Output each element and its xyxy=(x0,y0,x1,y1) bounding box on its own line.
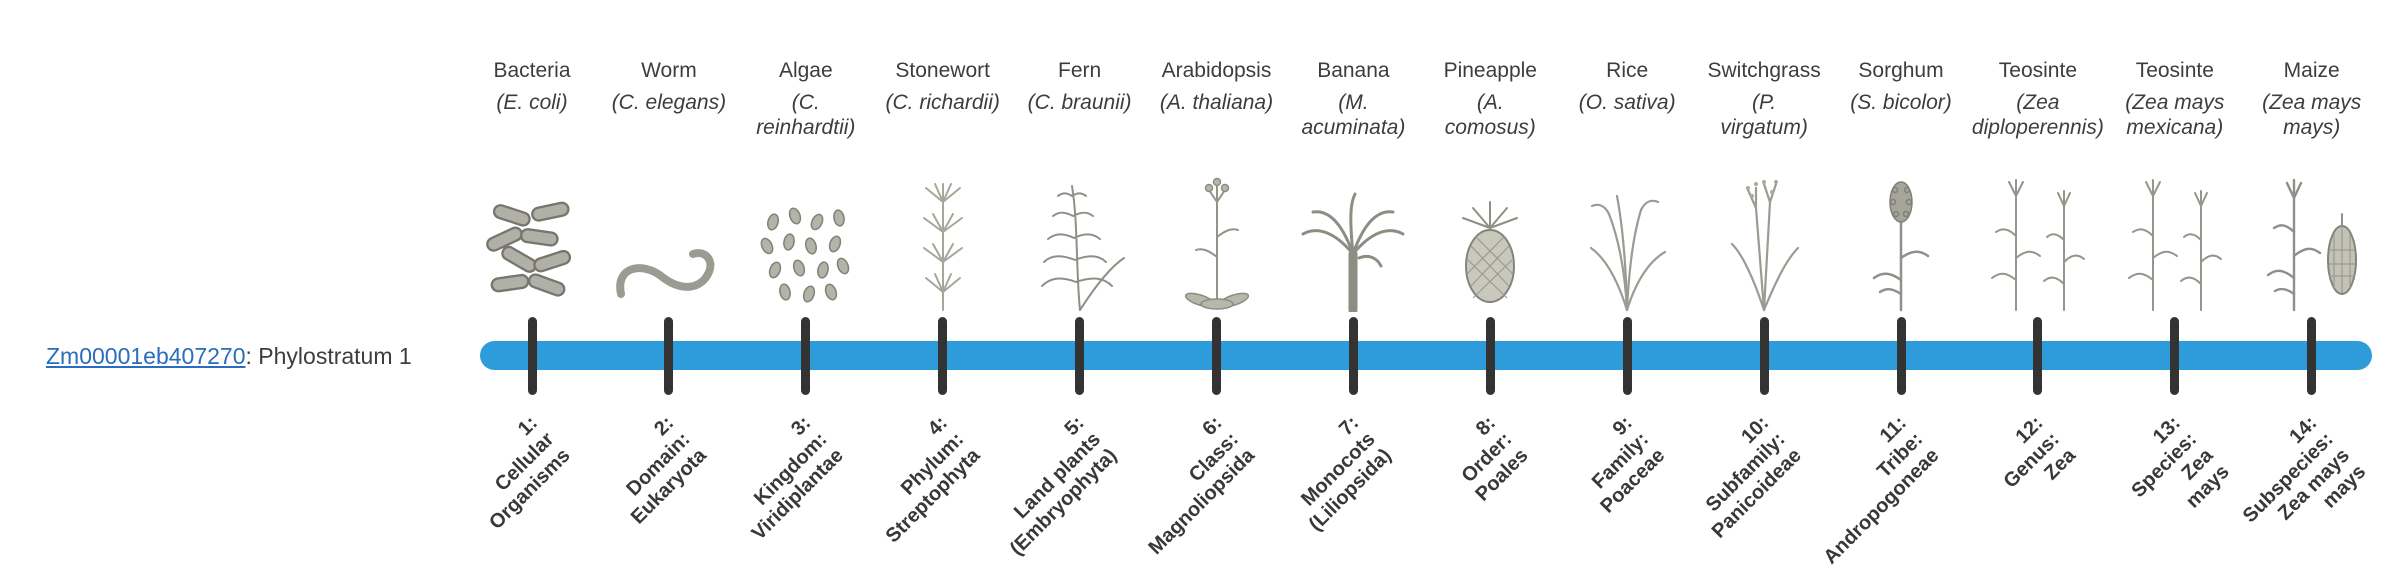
stratum-label: 3: Kingdom: Viridiplantae xyxy=(747,412,848,545)
stratum-label: 4: Phylum: Streptophyta xyxy=(881,412,985,548)
organism-name: Teosinte xyxy=(1998,59,2077,82)
organism-scientific-name: (M. acuminata) xyxy=(1301,91,1406,139)
timeline-tick xyxy=(1485,317,1495,395)
banana-icon xyxy=(1273,148,1433,312)
organism-scientific-name: (C. richardii) xyxy=(885,91,1000,114)
organism-name: Stonewort xyxy=(895,59,990,82)
stratum-label: 2: Domain: Eukaryota xyxy=(622,412,711,529)
stratum-label: 7: Monocots (Liliopsida) xyxy=(1296,412,1396,536)
sorghum-icon xyxy=(1821,148,1981,312)
organism-name: Sorghum xyxy=(1858,59,1944,82)
phylostratum-text: : Phylostratum 1 xyxy=(245,343,412,369)
timeline-tick xyxy=(1896,317,1906,395)
organism-name: Maize xyxy=(2283,59,2340,82)
organism-scientific-name: (C. braunii) xyxy=(1027,91,1132,114)
stratum-label: 5: Land plants (Embryophyta) xyxy=(1006,412,1122,560)
organism-name: Rice xyxy=(1606,59,1649,82)
organism-name: Switchgrass xyxy=(1707,59,1821,82)
switchgrass-icon xyxy=(1684,148,1844,312)
timeline-tick xyxy=(1622,317,1632,395)
stratum-label: 12: Genus: Zea xyxy=(1999,412,2080,493)
organism-name: Teosinte xyxy=(2135,59,2214,82)
bacteria-icon xyxy=(452,148,612,312)
arabidopsis-icon xyxy=(1137,148,1297,312)
timeline-tick xyxy=(1759,317,1769,395)
stratum-label: 1: Cellular Organisms xyxy=(484,412,575,534)
teosinte-icon xyxy=(2095,148,2255,312)
organism-scientific-name: (A. thaliana) xyxy=(1159,91,1274,114)
organism-scientific-name: (P. virgatum) xyxy=(1720,91,1808,139)
organism-scientific-name: (E. coli) xyxy=(496,91,568,114)
organism-name: Pineapple xyxy=(1443,59,1537,82)
fern-icon xyxy=(1000,148,1160,312)
organism-scientific-name: (S. bicolor) xyxy=(1850,91,1952,114)
teosinte-icon xyxy=(1958,148,2118,312)
organism-name: Banana xyxy=(1317,59,1390,82)
organism-scientific-name: (Zea mays mays) xyxy=(2262,91,2362,139)
gene-id-link[interactable]: Zm00001eb407270 xyxy=(46,343,246,369)
organism-scientific-name: (O. sativa) xyxy=(1578,91,1676,114)
timeline-tick xyxy=(1212,317,1221,395)
stonewort-icon xyxy=(863,148,1023,312)
pineapple-icon xyxy=(1410,148,1570,312)
organism-name: Worm xyxy=(641,59,697,82)
organism-name: Bacteria xyxy=(493,59,571,82)
maize-icon xyxy=(2232,148,2392,312)
timeline-tick xyxy=(1348,317,1358,395)
organism-scientific-name: (Zea diploperennis) xyxy=(1971,91,2104,139)
rice-icon xyxy=(1547,148,1707,312)
timeline-tick xyxy=(664,317,674,395)
timeline-tick xyxy=(938,317,948,395)
timeline-tick xyxy=(2170,317,2180,395)
algae-icon xyxy=(726,148,886,312)
organism-name: Fern xyxy=(1058,59,1102,82)
stratum-label: 10: Subfamily: Panicoideae xyxy=(1702,412,1807,543)
organism-scientific-name: (Zea mays mexicana) xyxy=(2125,91,2225,139)
organism-scientific-name: (C. elegans) xyxy=(611,91,727,114)
stratum-label: 6: Class: Magnoliopsida xyxy=(1144,412,1259,560)
timeline-tick xyxy=(1075,317,1085,395)
timeline-tick xyxy=(2033,317,2043,395)
phylostratum-bar xyxy=(480,341,2372,370)
stratum-label: 13: Species: Zea mays xyxy=(2126,412,2234,513)
timeline-tick xyxy=(801,317,811,395)
timeline-tick xyxy=(527,317,537,395)
gene-label: Zm00001eb407270: Phylostratum 1 xyxy=(46,343,412,370)
stratum-label: 9: Family: Poaceae xyxy=(1587,412,1670,518)
organism-scientific-name: (A. comosus) xyxy=(1444,91,1536,139)
stratum-label: 14: Subspecies: Zea mays mays xyxy=(2238,412,2371,528)
stratum-label: 8: Order: Poales xyxy=(1457,412,1533,506)
timeline-tick xyxy=(2307,317,2317,395)
stratum-label: 11: Tribe: Andropogoneae xyxy=(1819,412,1944,569)
organism-name: Arabidopsis xyxy=(1161,59,1272,82)
organism-name: Algae xyxy=(778,59,833,82)
worm-icon xyxy=(589,148,749,312)
organism-scientific-name: (C. reinhardtii) xyxy=(756,91,856,139)
